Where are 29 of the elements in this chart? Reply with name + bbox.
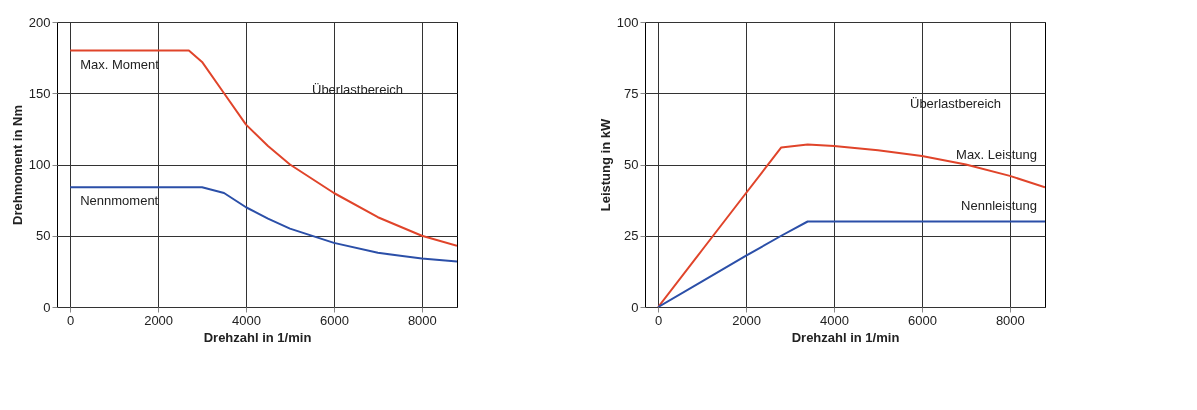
x-tick-label: 4000 [820, 312, 849, 328]
x-axis-title: Drehzahl in 1/min [203, 329, 312, 345]
line-series [69, 186, 457, 263]
x-tick-label: 4000 [232, 312, 261, 328]
x-tick-label: 2000 [144, 312, 174, 328]
y-tick-label: 50 [36, 228, 51, 244]
x-tick-label: 0 [67, 312, 75, 328]
y-tick-label: 75 [624, 85, 639, 101]
y-tick-label: 150 [28, 85, 51, 101]
series-label: Nennmoment [80, 193, 159, 209]
line-series [657, 220, 1045, 307]
y-tick-label: 25 [624, 228, 639, 244]
y-tick-label: 0 [43, 299, 51, 315]
y-tick-label: 200 [28, 14, 51, 30]
x-tick-label: 8000 [407, 312, 437, 328]
y-tick-label: 100 [28, 157, 51, 172]
y-tick-label: 100 [616, 14, 639, 30]
line-series [69, 49, 457, 247]
x-tick-label: 0 [655, 312, 663, 328]
x-tick-label: 6000 [319, 312, 349, 328]
y-tick-label: 50 [624, 157, 639, 172]
x-axis-title: Drehzahl in 1/min [791, 329, 900, 345]
x-tick-label: 2000 [732, 312, 762, 328]
y-axis-title: Leistung in kW [597, 118, 613, 212]
line-series [657, 143, 1045, 307]
x-tick-label: 8000 [995, 312, 1025, 328]
x-tick-label: 6000 [907, 312, 937, 328]
y-tick-label: 0 [631, 299, 639, 315]
y-axis-title: Drehmoment in Nm [9, 105, 25, 225]
